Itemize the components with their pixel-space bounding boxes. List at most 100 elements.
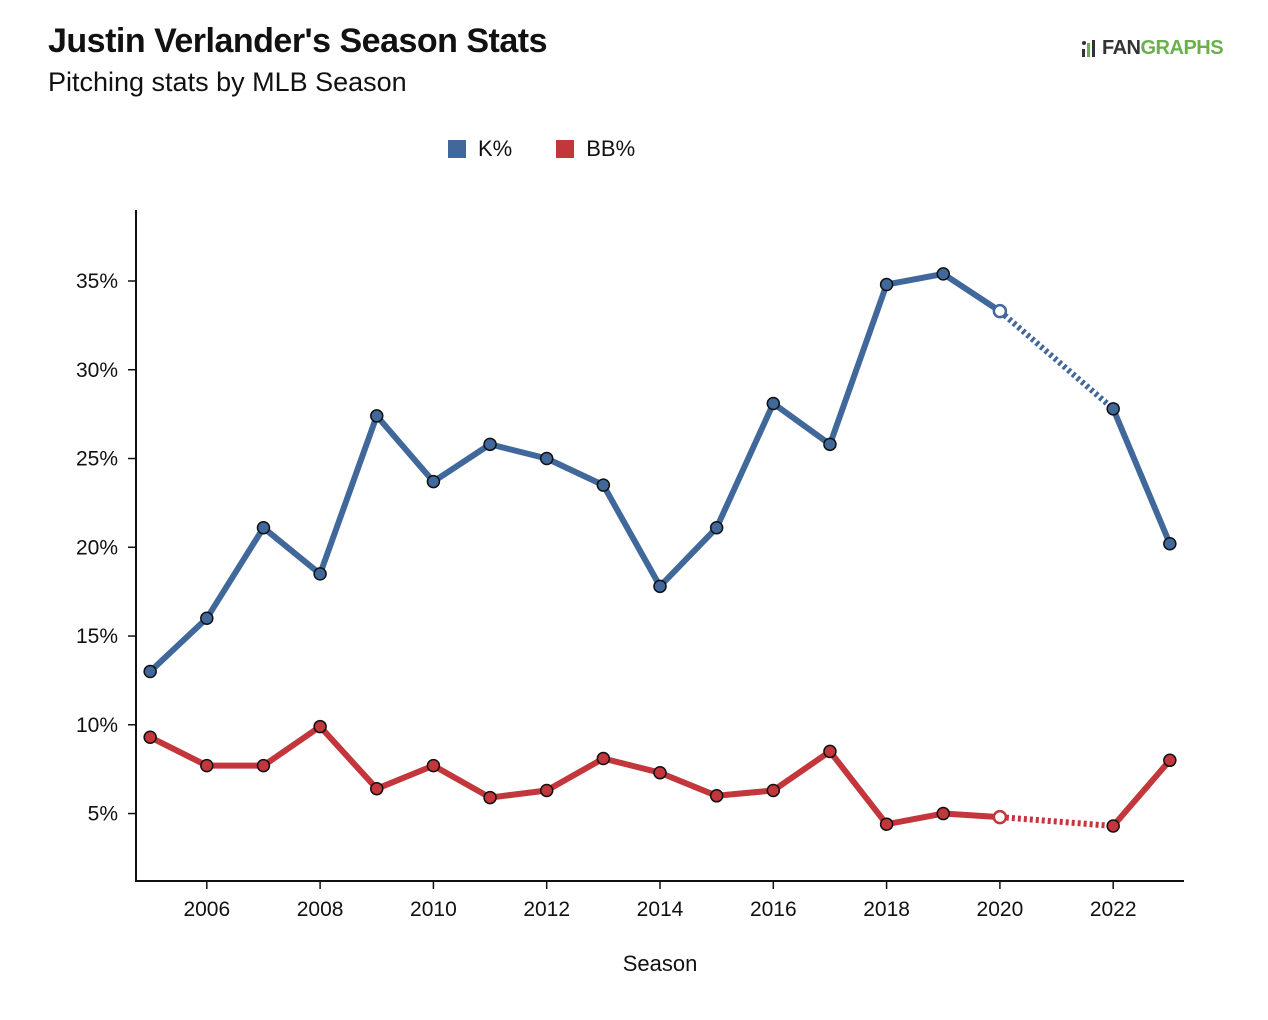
- series-k-pct-segment: [373, 412, 437, 485]
- series-k-pct-point[interactable]: [1106, 402, 1120, 416]
- y-tick-label: 35%: [76, 270, 118, 293]
- series-bb-pct-segment: [999, 814, 1114, 829]
- series-k-pct-segment: [940, 270, 1003, 315]
- series-k-pct-segment: [430, 441, 494, 485]
- series-k-pct-point[interactable]: [1163, 536, 1177, 551]
- x-tick-label: 2006: [183, 898, 230, 921]
- y-tick-label: 5%: [88, 803, 118, 826]
- series-k-pct-segment: [543, 455, 607, 489]
- series-k-pct-segment: [770, 400, 833, 448]
- fangraphs-logo[interactable]: FAN GRAPHS: [1080, 36, 1224, 60]
- series-bb-pct-segment: [1110, 757, 1173, 829]
- series-k-pct-segment: [883, 270, 947, 288]
- series-k-pct-point[interactable]: [426, 474, 441, 489]
- chart-title: Justin Verlander's Season Stats: [48, 22, 548, 60]
- x-tick-label: 2016: [750, 898, 797, 921]
- series-k-pct-segment: [1110, 405, 1173, 547]
- series-k-pct-segment: [260, 524, 324, 577]
- series-bb-pct-point[interactable]: [539, 783, 554, 798]
- series-k-pct-point[interactable]: [143, 664, 157, 679]
- series-k-pct-segment: [487, 441, 550, 462]
- series-bb-pct-segment: [373, 762, 437, 792]
- x-tick-label: 2014: [637, 898, 684, 921]
- chart-subtitle: Pitching stats by MLB Season: [48, 67, 407, 97]
- series-bb-pct-segment: [430, 762, 494, 801]
- series-bb-pct-point[interactable]: [370, 781, 384, 796]
- series-k-pct-point[interactable]: [483, 437, 497, 452]
- series-bb-pct-point[interactable]: [879, 817, 894, 831]
- series-bb-pct-segment: [770, 748, 833, 794]
- series-bb-pct-segment: [487, 787, 550, 801]
- series-k-pct-segment: [657, 524, 720, 590]
- series-bb-pct-segment: [826, 748, 890, 828]
- legend-label-bb-pct: BB%: [586, 136, 636, 161]
- series-bb-pct-segment: [940, 810, 1003, 821]
- series-bb-pct-segment: [600, 755, 663, 776]
- series-k-pct-point[interactable]: [313, 567, 327, 581]
- series-bb-pct-segment: [260, 723, 324, 769]
- series-bb-pct-point[interactable]: [823, 744, 837, 759]
- x-tick-label: 2008: [297, 898, 344, 921]
- logo-text-graphs: GRAPHS: [1140, 36, 1224, 59]
- series-k-pct-point[interactable]: [936, 267, 950, 281]
- series-k-pct-segment: [713, 400, 777, 531]
- series-k-pct-segment: [317, 412, 380, 577]
- series-k-pct-point[interactable]: [879, 277, 894, 292]
- series-bb-pct-segment: [147, 734, 210, 769]
- series-bb-pct-segment: [883, 810, 947, 828]
- series-k-pct-point[interactable]: [256, 520, 271, 535]
- series-bb-pct-point[interactable]: [1106, 819, 1120, 833]
- y-tick-label: 15%: [76, 625, 118, 648]
- y-tick-label: 10%: [76, 714, 118, 737]
- series-bb-pct-point[interactable]: [766, 783, 781, 798]
- series-k-pct-point[interactable]: [370, 409, 384, 423]
- series-bb-pct-segment: [543, 755, 607, 794]
- x-tick-label: 2010: [410, 898, 457, 921]
- series-bb-pct-point[interactable]: [992, 809, 1008, 825]
- series-k-pct-point[interactable]: [992, 303, 1008, 319]
- series-k-pct-point[interactable]: [823, 437, 837, 452]
- x-tick-label: 2020: [977, 898, 1024, 921]
- series-bb-pct-point[interactable]: [426, 758, 441, 773]
- y-tick-label: 25%: [76, 448, 118, 471]
- logo-text-fan: FAN: [1102, 36, 1141, 59]
- legend-swatch-k-pct: [448, 140, 466, 158]
- series-bb-pct-segment: [317, 723, 380, 792]
- legend: K% BB%: [448, 136, 679, 162]
- x-tick-label: 2022: [1090, 898, 1137, 921]
- series-bb-pct-point[interactable]: [653, 765, 667, 780]
- series-k-pct-point[interactable]: [596, 478, 611, 492]
- legend-item-bb-pct[interactable]: BB%: [556, 136, 635, 162]
- series-k-pct-point[interactable]: [653, 579, 667, 594]
- series-k-pct-point[interactable]: [200, 611, 214, 626]
- series-bb-pct-point[interactable]: [256, 758, 271, 773]
- series-k-pct-point[interactable]: [539, 451, 554, 466]
- legend-swatch-bb-pct: [556, 140, 575, 158]
- series-k-pct-segment: [600, 482, 663, 590]
- fangraphs-logo-icon: [1082, 40, 1095, 57]
- x-tick-label: 2018: [863, 898, 910, 921]
- series-k-pct-segment: [147, 615, 210, 675]
- x-axis-title: Season: [623, 951, 698, 976]
- series-k-pct-segment: [997, 308, 1116, 412]
- series-bb-pct-point[interactable]: [200, 758, 214, 773]
- x-tick-label: 2012: [523, 898, 570, 921]
- series-bb-pct-point[interactable]: [709, 789, 724, 803]
- legend-item-k-pct[interactable]: K%: [448, 136, 512, 162]
- y-tick-label: 20%: [76, 536, 118, 559]
- series-k-pct-segment: [826, 281, 890, 448]
- series-bb-pct-point[interactable]: [483, 790, 497, 805]
- series-k-pct-point[interactable]: [766, 396, 781, 411]
- series-bb-pct-point[interactable]: [313, 719, 327, 734]
- series-bb-pct-point[interactable]: [143, 730, 157, 744]
- series-k-pct-segment: [203, 524, 267, 622]
- series-k-pct-point[interactable]: [709, 520, 724, 535]
- legend-label-k-pct: K%: [478, 136, 513, 161]
- series-bb-pct-point[interactable]: [1163, 753, 1177, 768]
- series-bb-pct-segment: [713, 787, 777, 799]
- series-bb-pct-point[interactable]: [936, 806, 950, 821]
- series-bb-pct-point[interactable]: [596, 751, 611, 766]
- y-tick-label: 30%: [76, 359, 118, 382]
- series-bb-pct-segment: [657, 769, 720, 799]
